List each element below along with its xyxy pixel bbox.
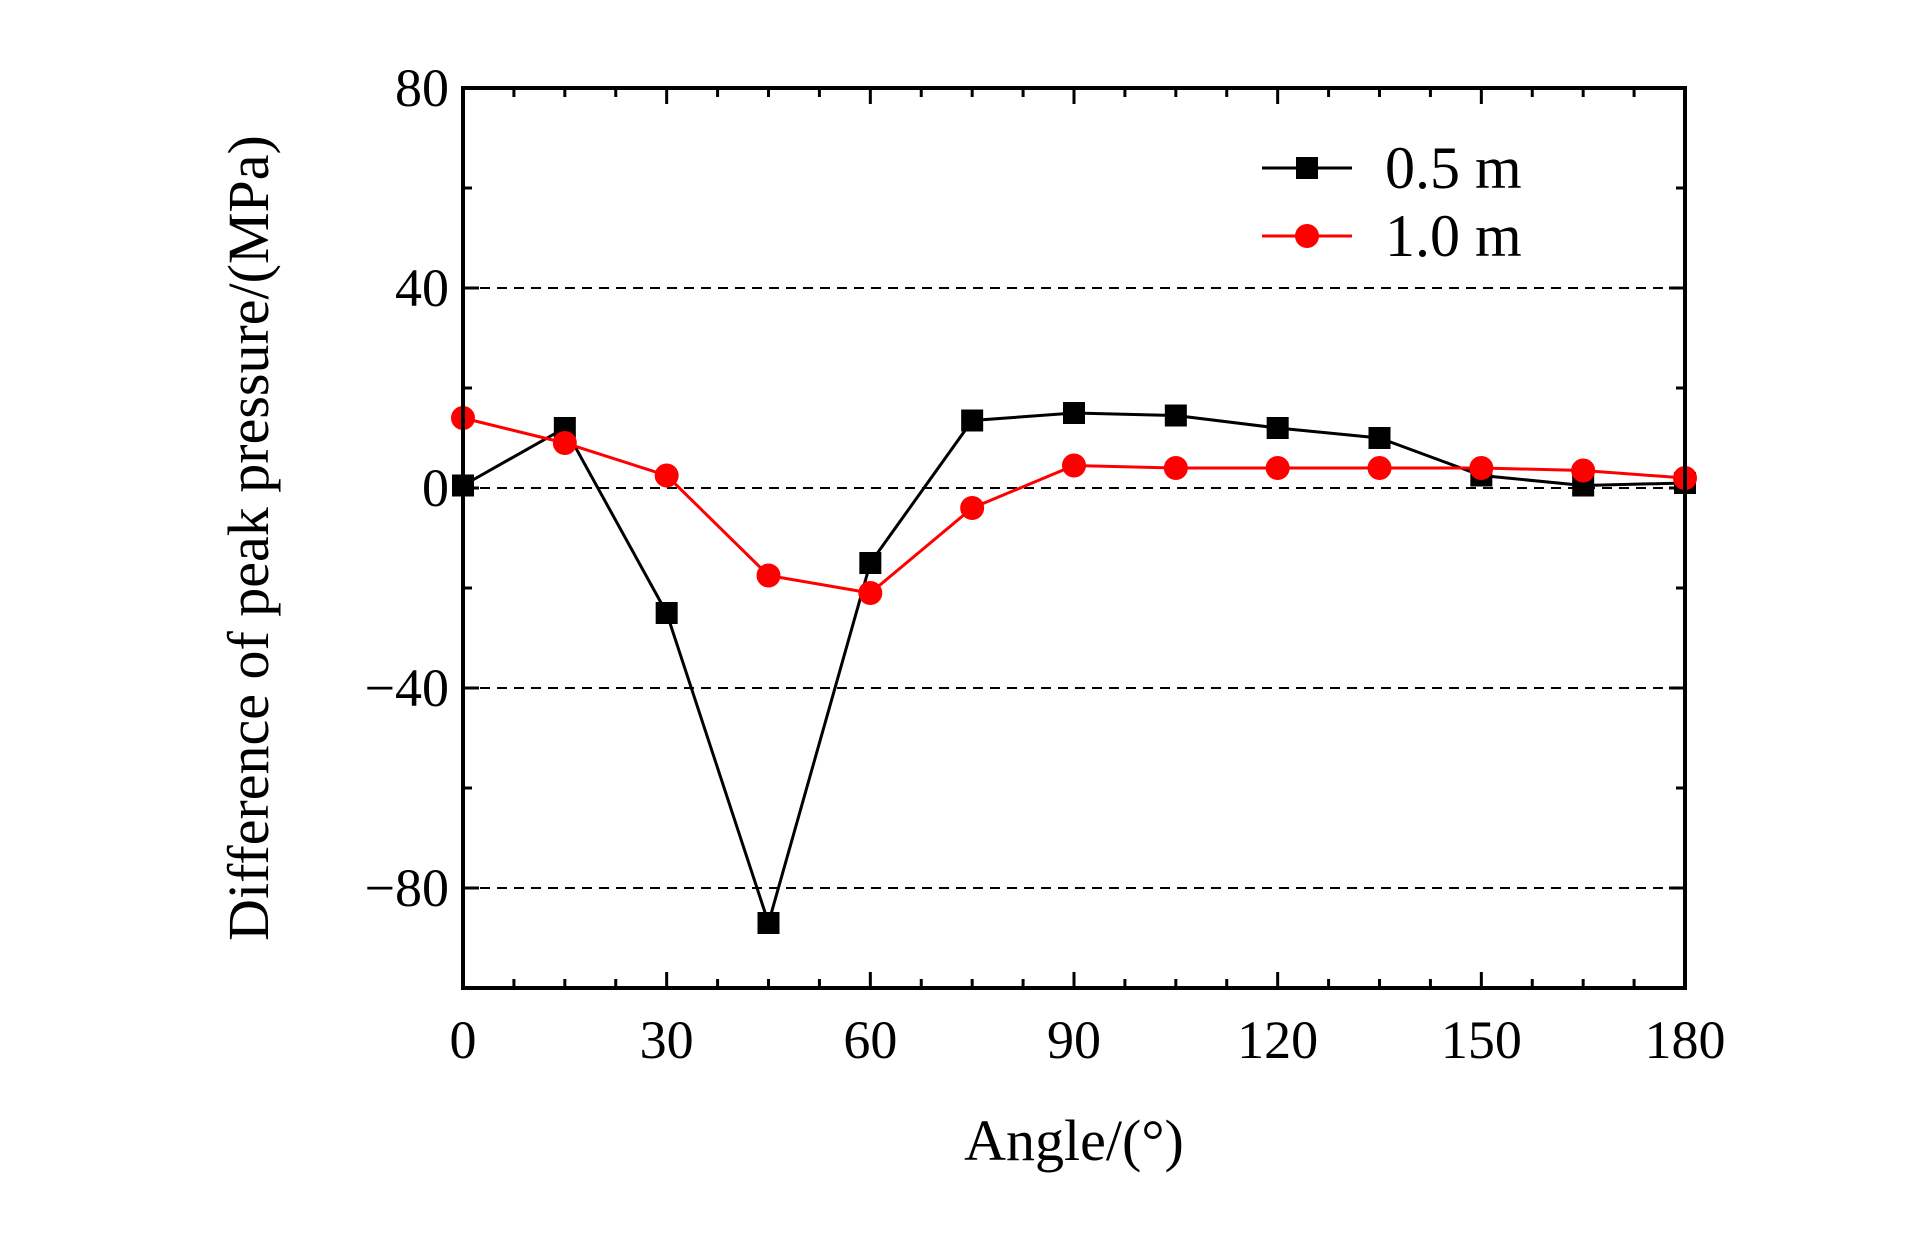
grid-lines bbox=[463, 287, 1685, 889]
data-point bbox=[1367, 456, 1392, 480]
data-point bbox=[756, 563, 781, 588]
x-tick-label: 180 bbox=[1645, 1010, 1726, 1070]
data-point bbox=[961, 409, 984, 432]
data-point bbox=[1266, 417, 1289, 439]
data-point bbox=[1063, 402, 1085, 424]
legend: 0.5 m1.0 m bbox=[1262, 135, 1522, 269]
x-tick-labels: 0 30 60 90 120 150 180 bbox=[450, 1010, 1726, 1070]
legend-marker bbox=[1296, 157, 1318, 179]
y-tick-label: −80 bbox=[365, 858, 449, 918]
x-tick-label: 150 bbox=[1441, 1010, 1522, 1070]
data-point bbox=[1265, 456, 1290, 480]
data-point bbox=[1062, 453, 1086, 478]
series-0-5-m bbox=[452, 402, 1696, 934]
series-line bbox=[462, 411, 1686, 929]
y-axis-title: Difference of peak pressure/(MPa) bbox=[216, 135, 281, 941]
y-tick-label: 0 bbox=[422, 458, 449, 518]
data-point bbox=[757, 912, 780, 934]
x-tick-label: 120 bbox=[1237, 1010, 1318, 1070]
series-1-0-m bbox=[451, 406, 1697, 605]
y-tick-label: −40 bbox=[365, 658, 449, 718]
y-tick-labels: −80 −40 0 40 80 bbox=[365, 58, 449, 918]
y-tick-label: 40 bbox=[395, 258, 449, 318]
data-point bbox=[655, 602, 678, 624]
legend-label: 0.5 m bbox=[1385, 135, 1522, 201]
data-point bbox=[1163, 456, 1188, 480]
data-point bbox=[1368, 427, 1391, 449]
data-point bbox=[1571, 458, 1596, 483]
x-tick-label: 90 bbox=[1047, 1010, 1101, 1070]
legend-marker bbox=[1295, 224, 1319, 248]
legend-item: 0.5 m bbox=[1262, 135, 1522, 201]
x-axis-title: Angle/(°) bbox=[964, 1108, 1184, 1173]
data-point bbox=[960, 496, 985, 520]
data-series bbox=[451, 402, 1697, 934]
x-tick-label: 0 bbox=[450, 1010, 477, 1070]
x-tick-label: 60 bbox=[843, 1010, 897, 1070]
data-point bbox=[1469, 456, 1494, 480]
data-point bbox=[552, 431, 577, 455]
y-tick-label: 80 bbox=[395, 58, 449, 118]
data-point bbox=[858, 581, 883, 605]
series-line bbox=[462, 416, 1686, 595]
data-point bbox=[859, 552, 882, 574]
x-tick-label: 30 bbox=[640, 1010, 694, 1070]
legend-label: 1.0 m bbox=[1385, 203, 1522, 269]
data-point bbox=[1164, 404, 1187, 427]
legend-item: 1.0 m bbox=[1262, 203, 1522, 269]
data-point bbox=[654, 463, 679, 488]
plot-frame bbox=[461, 86, 1687, 990]
